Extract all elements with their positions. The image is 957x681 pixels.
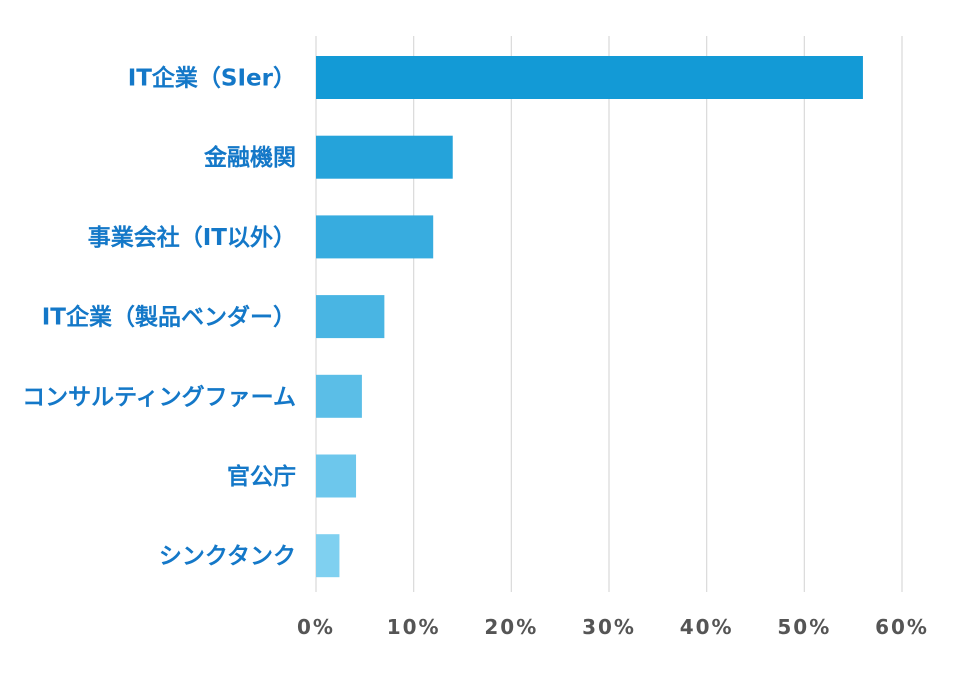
category-label-1: 金融機関 [203,144,296,171]
x-tick-label-1: 10% [387,615,441,639]
category-label-0: IT企業（SIer） [128,65,296,92]
x-axis-tick-labels: 0% 10% 20% 30% 40% 50% 60% [297,615,929,639]
bar-0 [316,56,863,99]
bar-3 [316,295,385,339]
bar-1 [316,135,453,179]
x-tick-label-5: 50% [777,615,831,639]
bar-2 [316,215,434,259]
x-tick-label-6: 60% [875,615,929,639]
category-label-5: 官公庁 [227,463,296,490]
category-label-4: コンサルティングファーム [22,383,296,410]
x-tick-label-4: 40% [680,615,734,639]
x-tick-label-3: 30% [582,615,636,639]
x-tick-label-2: 20% [484,615,538,639]
bar-5 [316,454,357,498]
category-label-2: 事業会社（IT以外） [88,224,296,251]
bars [316,56,863,578]
x-tick-label-0: 0% [297,615,335,639]
bar-4 [316,374,362,418]
category-label-3: IT企業（製品ベンダー） [42,304,296,331]
gridlines [315,36,903,592]
bar-6 [316,534,340,578]
category-label-6: シンクタンク [159,544,296,570]
